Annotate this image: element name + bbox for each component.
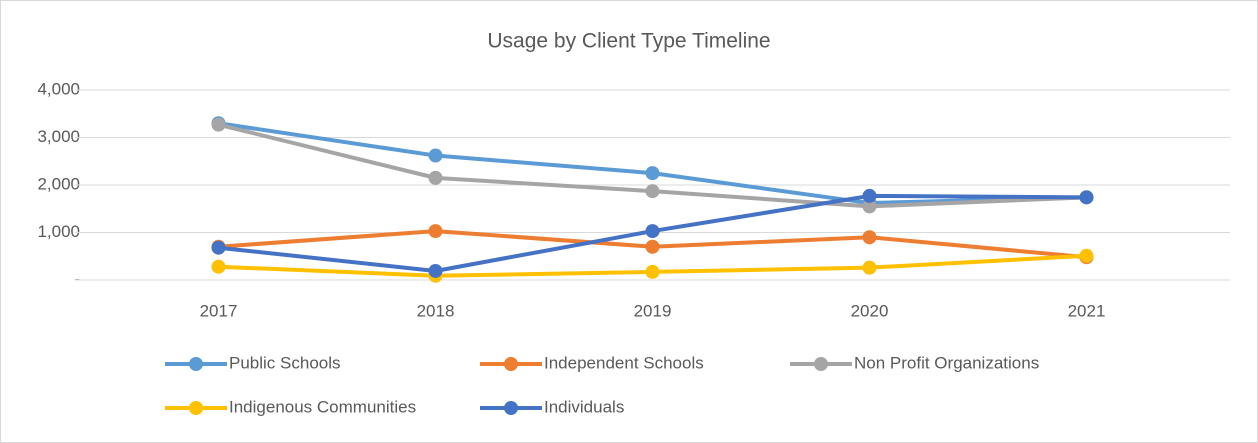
chart-title: Usage by Client Type Timeline	[487, 30, 770, 53]
y-tick-label: -	[74, 269, 80, 288]
data-point	[862, 260, 877, 275]
data-point	[645, 264, 660, 279]
data-point	[862, 188, 877, 203]
data-point	[645, 184, 660, 199]
y-tick-label: 1,000	[37, 222, 80, 241]
data-point	[428, 148, 443, 163]
data-point	[862, 230, 877, 245]
y-tick-label: 3,000	[37, 127, 80, 146]
x-tick-label: 2017	[200, 301, 238, 320]
x-tick-label: 2018	[417, 301, 455, 320]
legend-label: Public Schools	[229, 353, 341, 372]
legend-label: Non Profit Organizations	[854, 353, 1039, 372]
legend-label: Individuals	[544, 397, 624, 416]
y-tick-label: 2,000	[37, 174, 80, 193]
data-point	[645, 239, 660, 254]
data-point	[645, 224, 660, 239]
legend-marker	[189, 357, 203, 371]
data-point	[211, 117, 226, 132]
data-point	[428, 263, 443, 278]
legend-label: Indigenous Communities	[229, 397, 416, 416]
x-tick-label: 2020	[851, 301, 889, 320]
legend-marker	[504, 357, 518, 371]
data-point	[428, 170, 443, 185]
y-tick-label: 4,000	[37, 79, 80, 98]
data-point	[862, 199, 877, 214]
data-point	[428, 224, 443, 239]
legend-marker	[189, 401, 203, 415]
data-point	[645, 166, 660, 181]
data-point	[1079, 248, 1094, 263]
legend-label: Independent Schools	[544, 353, 704, 372]
data-point	[211, 240, 226, 255]
legend-marker	[814, 357, 828, 371]
legend-marker	[504, 401, 518, 415]
data-point	[211, 259, 226, 274]
x-tick-label: 2019	[634, 301, 672, 320]
data-point	[1079, 190, 1094, 205]
x-tick-label: 2021	[1068, 301, 1106, 320]
